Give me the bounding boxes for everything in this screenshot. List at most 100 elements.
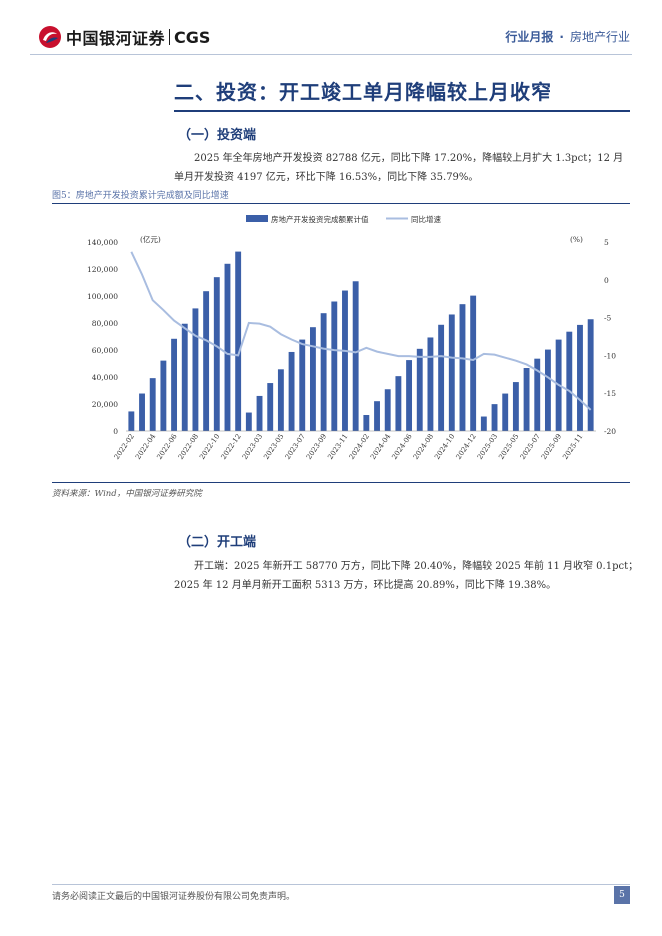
- investment-paragraph-line1: 2025 年全年房地产开发投资 82788 亿元，同比下降 17.20%，降幅较…: [194, 153, 624, 164]
- investment-paragraph-line2: 单月开发投资 4197 亿元，环比下降 16.53%，同比下降 35.79%。: [174, 172, 479, 183]
- footer-divider: [52, 884, 630, 885]
- legend-line-label: 同比增速: [411, 214, 441, 224]
- investment-bar: [480, 416, 487, 431]
- footer-disclaimer: 请务必阅读正文最后的中国银河证券股份有限公司免责声明。: [52, 892, 296, 902]
- investment-bar: [139, 393, 145, 431]
- x-tick-label: 2022-10: [198, 433, 221, 461]
- y-right-tick-label: -20: [604, 427, 616, 436]
- header-divider: [30, 54, 632, 55]
- investment-bar: [459, 304, 466, 431]
- investment-bar: [235, 251, 242, 431]
- subsection-investment-title: （一）投资端: [178, 128, 257, 143]
- investment-bar: [203, 291, 210, 431]
- investment-bar: [384, 389, 391, 431]
- page-number: 5: [614, 886, 630, 904]
- report-type: 行业月报: [505, 30, 554, 44]
- company-logo: 中国银河证券 CGS: [38, 24, 210, 50]
- y-left-tick-label: 120,000: [87, 265, 118, 274]
- x-tick-label: 2024-08: [412, 433, 435, 461]
- investment-bar: [331, 301, 338, 431]
- investment-bar: [406, 360, 413, 431]
- investment-bar: [288, 351, 295, 431]
- investment-bar: [534, 358, 541, 431]
- x-tick-label: 2023-11: [326, 433, 349, 461]
- investment-bar: [352, 281, 359, 431]
- investment-bar: [171, 338, 178, 431]
- investment-bar: [470, 295, 477, 431]
- investment-bar: [277, 369, 284, 431]
- y-left-tick-label: 140,000: [87, 238, 118, 247]
- industry-name: 房地产行业: [569, 30, 630, 44]
- y-right-tick-label: 0: [604, 276, 609, 285]
- investment-bar: [256, 395, 263, 431]
- investment-bar: [502, 393, 509, 431]
- subsection-start-title: （二）开工端: [178, 535, 257, 550]
- investment-bar: [363, 415, 370, 431]
- investment-bar: [566, 331, 573, 431]
- y-left-tick-label: 60,000: [92, 346, 118, 355]
- x-tick-label: 2022-12: [220, 433, 243, 461]
- x-tick-label: 2025-05: [497, 433, 520, 461]
- legend-bar-label: 房地产开发投资完成额累计值: [271, 214, 369, 224]
- investment-bar: [587, 319, 594, 431]
- x-tick-label: 2025-11: [561, 433, 584, 461]
- investment-bar: [267, 383, 274, 431]
- y-left-tick-label: 20,000: [92, 400, 118, 409]
- investment-bar: [395, 376, 402, 431]
- yoy-growth-line: [130, 251, 592, 411]
- logo-emblem-icon: [39, 26, 61, 48]
- logo-text-en: CGS: [174, 27, 211, 47]
- figure-top-rule: [52, 203, 630, 204]
- investment-bar: [309, 327, 316, 431]
- figure-source: 资料来源：Wind，中国银河证券研究院: [52, 489, 202, 499]
- x-tick-label: 2025-03: [476, 433, 499, 461]
- figure-caption: 图5：房地产开发投资累计完成额及同比增速: [52, 191, 229, 201]
- x-tick-label: 2024-02: [348, 433, 371, 461]
- report-category: 行业月报 · 房地产行业: [505, 28, 630, 45]
- investment-bar: [416, 348, 423, 431]
- investment-bar: [224, 263, 231, 431]
- logo-divider: [169, 29, 171, 45]
- start-paragraph-line2: 2025 年 12 月单月新开工面积 5313 万方，环比提高 20.89%，同…: [174, 580, 557, 591]
- investment-bar: [160, 360, 167, 431]
- x-tick-label: 2023-07: [284, 433, 307, 461]
- investment-bar: [128, 411, 135, 431]
- x-tick-label: 2023-05: [262, 433, 285, 461]
- section-title-underline: [174, 110, 630, 112]
- investment-bar: [544, 349, 551, 431]
- y-left-tick-label: 100,000: [87, 292, 118, 301]
- investment-bar: [427, 337, 434, 431]
- section-title: 二、投资：开工竣工单月降幅较上月收窄: [174, 80, 552, 104]
- investment-bar: [192, 308, 199, 431]
- y-right-unit-label: (%): [570, 235, 583, 244]
- figure-bottom-rule: [52, 482, 630, 483]
- investment-bar: [438, 324, 445, 431]
- x-tick-label: 2025-07: [519, 433, 542, 461]
- investment-bar: [512, 382, 519, 431]
- investment-bar: [299, 339, 306, 431]
- investment-bar: [342, 290, 348, 431]
- y-left-tick-label: 40,000: [92, 373, 118, 382]
- y-right-tick-label: -10: [604, 351, 616, 360]
- x-tick-label: 2024-12: [455, 433, 478, 461]
- x-tick-label: 2025-09: [540, 433, 563, 461]
- investment-bar: [491, 404, 498, 431]
- investment-bar: [213, 277, 220, 431]
- x-tick-label: 2022-08: [177, 433, 200, 461]
- investment-bar: [149, 378, 156, 431]
- y-left-tick-label: 0: [113, 427, 118, 436]
- investment-bar: [577, 324, 583, 431]
- x-tick-label: 2023-09: [305, 433, 328, 461]
- y-left-tick-label: 80,000: [92, 319, 118, 328]
- logo-text-cn: 中国银河证券: [66, 29, 166, 48]
- x-tick-label: 2022-02: [113, 433, 136, 461]
- header-separator: ·: [559, 30, 564, 44]
- investment-bar: [374, 401, 380, 431]
- investment-bar: [181, 323, 188, 431]
- y-right-tick-label: -5: [604, 314, 612, 323]
- investment-chart: 房地产开发投资完成额累计值 同比增速 (亿元) (%) 140,000 120,0…: [87, 214, 616, 461]
- y-left-unit-label: (亿元): [140, 234, 161, 244]
- x-tick-label: 2023-03: [241, 433, 264, 461]
- investment-bar: [320, 313, 327, 431]
- investment-bar: [245, 412, 252, 431]
